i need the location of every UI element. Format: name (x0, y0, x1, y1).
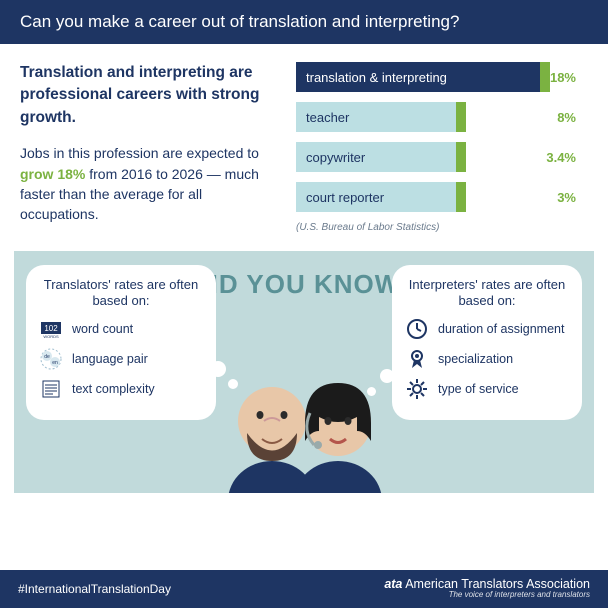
interpreters-bubble-title: Interpreters' rates are often based on: (406, 277, 568, 310)
gear-icon (406, 378, 428, 400)
intro-body: Jobs in this profession are expected to … (20, 143, 280, 224)
footer-bar: #InternationalTranslationDay ata America… (0, 570, 608, 608)
bar-row: teacher 8% (296, 102, 576, 132)
growth-bar-chart: translation & interpreting 18% teacher 8% co… (296, 62, 588, 233)
rate-item-label: word count (72, 322, 133, 336)
svg-text:de: de (44, 354, 50, 360)
footer-org: ata American Translators Association The… (384, 578, 590, 601)
footer-hashtag: #InternationalTranslationDay (18, 582, 171, 596)
rate-item: type of service (406, 378, 568, 400)
intro-text: Translation and interpreting are profess… (20, 62, 280, 233)
did-you-know-title: DID YOU KNOW? (191, 271, 417, 298)
people-illustration (214, 343, 394, 493)
bar-label: court reporter (306, 182, 384, 212)
text-complexity-icon (40, 378, 62, 400)
infographic-page: Can you make a career out of translation… (0, 0, 608, 608)
bar-accent (456, 142, 466, 172)
bar-label: copywriter (306, 142, 365, 172)
interpreters-bubble: Interpreters' rates are often based on: … (392, 265, 582, 420)
bar-label: teacher (306, 102, 349, 132)
bar-row: court reporter 3% (296, 182, 576, 212)
main-section: Translation and interpreting are profess… (0, 44, 608, 243)
rate-item-label: duration of assignment (438, 322, 564, 336)
svg-text:en: en (52, 360, 58, 366)
clock-icon (406, 318, 428, 340)
bar-value: 3.4% (546, 142, 576, 172)
did-you-know-panel: DID YOU KNOW? Translators' rates are oft… (14, 251, 594, 493)
bar-accent (540, 62, 550, 92)
intro-headline: Translation and interpreting are profess… (20, 62, 280, 129)
word-count-icon: 102WORDS (40, 318, 62, 340)
intro-grow: grow 18% (20, 166, 85, 182)
bar-row: copywriter 3.4% (296, 142, 576, 172)
chart-source: (U.S. Bureau of Labor Statistics) (296, 222, 588, 233)
rate-item: deen language pair (40, 348, 202, 370)
svg-text:WORDS: WORDS (43, 334, 59, 339)
footer-org-prefix: ata (384, 577, 402, 591)
translators-bubble: Translators' rates are often based on: 1… (26, 265, 216, 420)
rate-item-label: language pair (72, 352, 148, 366)
intro-body-pre: Jobs in this profession are expected to (20, 145, 259, 161)
ribbon-icon (406, 348, 428, 370)
svg-text:102: 102 (44, 324, 58, 333)
bar-value: 18% (550, 62, 576, 92)
rate-item-label: type of service (438, 382, 519, 396)
bar-row: translation & interpreting 18% (296, 62, 576, 92)
dyk-title-text: DID YOU KNOW? (191, 269, 417, 299)
footer-org-name: American Translators Association (405, 577, 590, 591)
bar-accent (456, 182, 466, 212)
header-bar: Can you make a career out of translation… (0, 0, 608, 44)
rate-item: text complexity (40, 378, 202, 400)
bar-value: 8% (557, 102, 576, 132)
bar-value: 3% (557, 182, 576, 212)
bar-label: translation & interpreting (306, 62, 447, 92)
rate-item-label: text complexity (72, 382, 155, 396)
rate-item-label: specialization (438, 352, 513, 366)
footer-tagline: The voice of interpreters and translator… (384, 591, 590, 600)
rate-item: duration of assignment (406, 318, 568, 340)
rate-item: 102WORDS word count (40, 318, 202, 340)
translators-bubble-title: Translators' rates are often based on: (40, 277, 202, 310)
rate-item: specialization (406, 348, 568, 370)
header-title: Can you make a career out of translation… (20, 12, 459, 31)
bar-accent (456, 102, 466, 132)
language-pair-icon: deen (40, 348, 62, 370)
